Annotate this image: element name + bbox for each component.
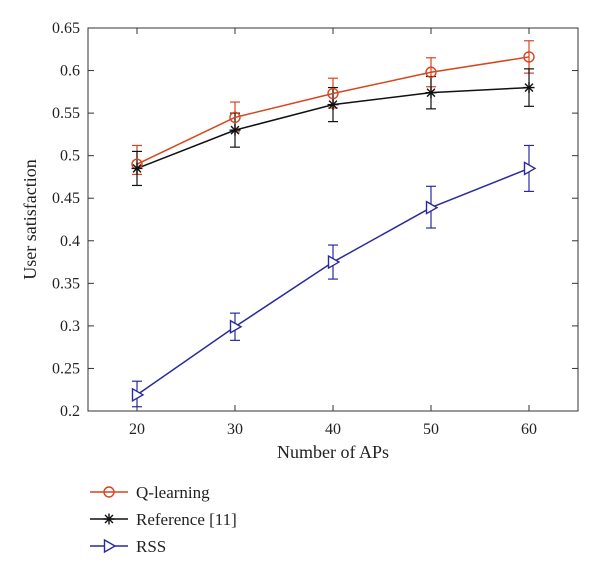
legend-marker bbox=[103, 538, 117, 554]
legend: Q-learning Reference [11] RSS bbox=[90, 483, 237, 556]
x-tick-label: 30 bbox=[227, 421, 243, 438]
data-point bbox=[327, 254, 341, 270]
y-tick-label: 0.2 bbox=[60, 403, 80, 420]
y-tick-label: 0.35 bbox=[52, 275, 80, 292]
data-point bbox=[425, 87, 437, 99]
x-tick-label: 60 bbox=[521, 421, 537, 438]
data-point bbox=[523, 161, 537, 176]
y-tick-label: 0.45 bbox=[52, 190, 80, 207]
y-tick-label: 0.5 bbox=[60, 148, 80, 165]
y-tick-label: 0.65 bbox=[52, 20, 80, 37]
data-point bbox=[229, 111, 241, 124]
legend-item: Reference [11] bbox=[90, 510, 237, 529]
y-tick-label: 0.6 bbox=[60, 63, 80, 80]
axis-ticks-layer: 20 30 40 50 60 0.2 0.25 0.3 0.35 0.4 0.45 0.5 0.55 0.… bbox=[52, 20, 578, 438]
legend-marker bbox=[103, 486, 115, 498]
y-tick-label: 0.55 bbox=[52, 105, 80, 122]
legend-label: Reference [11] bbox=[136, 510, 237, 529]
series-line-0 bbox=[136, 56, 530, 165]
data-point bbox=[131, 162, 143, 174]
x-tick-label: 20 bbox=[129, 421, 145, 438]
data-point bbox=[523, 51, 535, 63]
x-tick-label: 50 bbox=[423, 421, 439, 438]
data-point bbox=[327, 87, 339, 100]
error-bars-layer bbox=[132, 40, 534, 408]
y-tick-label: 0.4 bbox=[60, 233, 80, 250]
x-tick-label: 40 bbox=[325, 421, 341, 438]
y-axis-title: User satisfaction bbox=[20, 159, 40, 279]
data-point bbox=[229, 319, 243, 334]
data-point bbox=[425, 66, 437, 78]
legend-item: RSS bbox=[90, 537, 166, 556]
data-point bbox=[229, 124, 241, 136]
y-tick-label: 0.25 bbox=[52, 360, 80, 377]
legend-label: RSS bbox=[136, 537, 166, 556]
legend-marker bbox=[103, 513, 115, 525]
x-axis-title: Number of APs bbox=[277, 442, 389, 462]
data-point bbox=[327, 99, 339, 111]
legend-item: Q-learning bbox=[90, 483, 210, 502]
legend-label: Q-learning bbox=[136, 483, 210, 502]
data-point bbox=[131, 387, 145, 403]
y-tick-label: 0.3 bbox=[60, 318, 80, 335]
series-markers-layer bbox=[131, 51, 537, 403]
data-point bbox=[425, 200, 439, 215]
data-point bbox=[523, 82, 535, 94]
series-line-2 bbox=[136, 167, 530, 396]
